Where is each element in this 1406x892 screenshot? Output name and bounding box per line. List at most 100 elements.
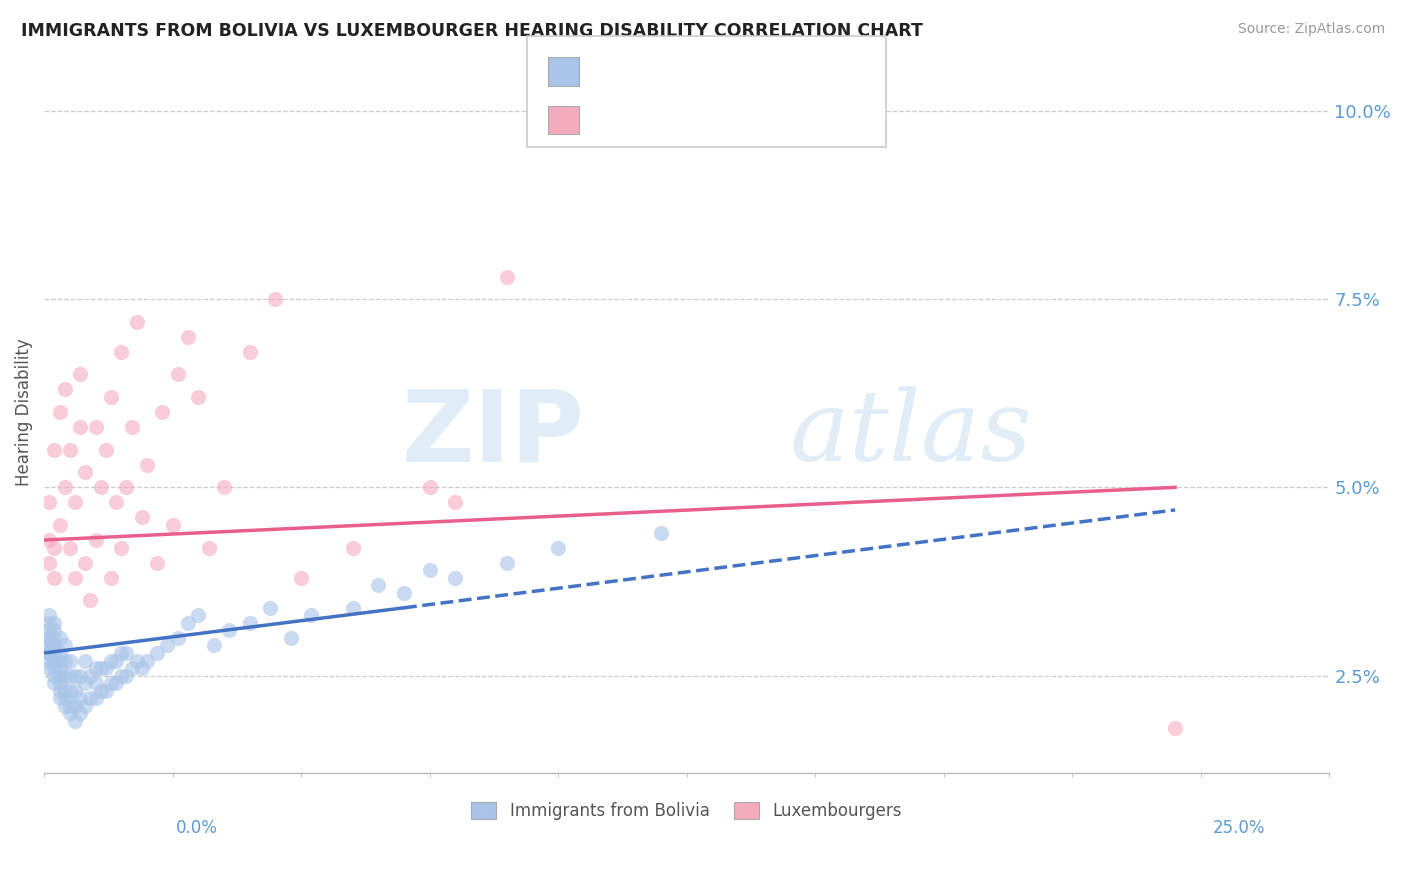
Point — [38, 556, 60, 570]
Point — [84, 420, 107, 434]
Point — [63, 698, 86, 713]
Point — [342, 541, 364, 555]
Point — [166, 368, 188, 382]
Point — [419, 563, 441, 577]
Point — [44, 571, 66, 585]
Point — [38, 608, 60, 623]
Point — [69, 420, 91, 434]
Point — [197, 541, 219, 555]
Point — [177, 615, 200, 630]
Point — [38, 533, 60, 547]
Point — [44, 442, 66, 457]
Point — [90, 683, 112, 698]
Point — [367, 578, 389, 592]
Point — [69, 368, 91, 382]
Point — [650, 525, 672, 540]
Text: 25.0%: 25.0% — [1213, 819, 1265, 837]
Point — [53, 480, 76, 494]
Point — [48, 683, 70, 698]
Point — [48, 676, 70, 690]
Point — [94, 683, 117, 698]
Point — [38, 646, 60, 660]
Point — [84, 533, 107, 547]
Point — [44, 639, 66, 653]
Point — [75, 676, 97, 690]
Point — [125, 315, 148, 329]
Point — [38, 624, 60, 638]
Point — [146, 646, 169, 660]
Point — [239, 615, 262, 630]
Point — [146, 556, 169, 570]
Point — [48, 518, 70, 533]
Point — [187, 390, 209, 404]
Point — [94, 442, 117, 457]
Point — [1164, 721, 1187, 735]
Point — [100, 653, 122, 667]
Point — [259, 600, 281, 615]
Point — [162, 518, 184, 533]
Point — [48, 668, 70, 682]
Point — [121, 661, 143, 675]
Text: atlas: atlas — [790, 386, 1032, 482]
Point — [100, 390, 122, 404]
Point — [38, 495, 60, 509]
Point — [79, 691, 101, 706]
Point — [444, 571, 467, 585]
Text: 0.0%: 0.0% — [176, 819, 218, 837]
Legend: Immigrants from Bolivia, Luxembourgers: Immigrants from Bolivia, Luxembourgers — [464, 795, 908, 827]
Point — [53, 691, 76, 706]
Point — [59, 541, 82, 555]
Point — [100, 571, 122, 585]
Point — [131, 661, 153, 675]
Point — [110, 646, 132, 660]
Point — [53, 683, 76, 698]
Point — [110, 668, 132, 682]
Point — [75, 556, 97, 570]
Point — [75, 698, 97, 713]
Point — [115, 668, 138, 682]
Point — [79, 668, 101, 682]
Point — [35, 631, 58, 645]
Point — [53, 698, 76, 713]
Point — [419, 480, 441, 494]
Point — [392, 586, 415, 600]
Text: R = 0.091   N = 49: R = 0.091 N = 49 — [588, 111, 758, 129]
Point — [44, 676, 66, 690]
Point — [121, 420, 143, 434]
Point — [44, 541, 66, 555]
Point — [63, 714, 86, 728]
Point — [94, 661, 117, 675]
Point — [44, 646, 66, 660]
Point — [84, 691, 107, 706]
Point — [44, 653, 66, 667]
Point — [79, 593, 101, 607]
Point — [290, 571, 312, 585]
Point — [69, 668, 91, 682]
Text: R =  0.151   N = 91: R = 0.151 N = 91 — [588, 62, 763, 81]
Point — [44, 615, 66, 630]
Point — [48, 646, 70, 660]
Point — [59, 706, 82, 721]
Point — [136, 653, 159, 667]
Point — [110, 541, 132, 555]
Point — [48, 631, 70, 645]
Point — [48, 405, 70, 419]
Point — [38, 639, 60, 653]
Point — [63, 683, 86, 698]
Point — [69, 691, 91, 706]
Point — [105, 653, 128, 667]
Point — [38, 631, 60, 645]
Point — [547, 541, 569, 555]
Point — [110, 344, 132, 359]
Point — [75, 653, 97, 667]
Point — [59, 668, 82, 682]
Point — [177, 330, 200, 344]
Point — [100, 676, 122, 690]
Text: Source: ZipAtlas.com: Source: ZipAtlas.com — [1237, 22, 1385, 37]
Point — [48, 661, 70, 675]
Point — [44, 624, 66, 638]
Point — [53, 668, 76, 682]
Point — [84, 676, 107, 690]
Point — [53, 639, 76, 653]
Point — [59, 698, 82, 713]
